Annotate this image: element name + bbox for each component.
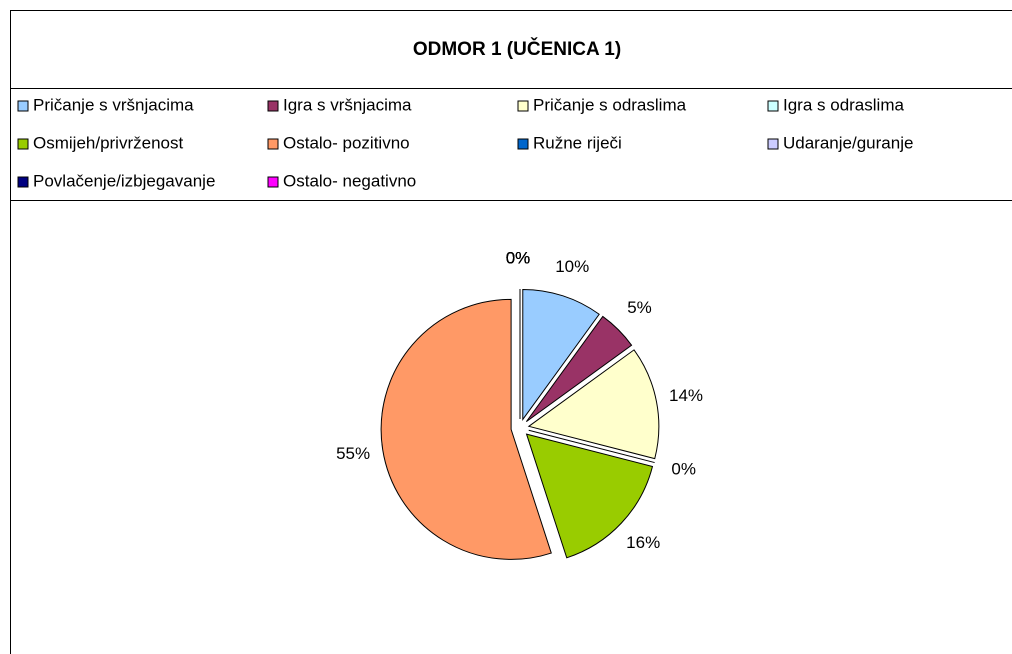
legend-label: Pričanje s odraslima xyxy=(533,95,687,114)
data-label: 0% xyxy=(506,248,531,267)
legend-label: Ružne riječi xyxy=(533,133,622,152)
pie-slice xyxy=(525,315,633,423)
data-label: 55% xyxy=(336,444,370,463)
legend-label: Ostalo- pozitivno xyxy=(283,133,410,152)
pie-slice xyxy=(525,433,654,559)
chart-title: ODMOR 1 (UČENICA 1) xyxy=(413,38,621,60)
data-label: 0% xyxy=(506,248,531,267)
legend-box xyxy=(10,88,1012,201)
pie-slice xyxy=(527,349,660,460)
legend-label: Osmijeh/privrženost xyxy=(33,133,183,152)
legend-label: Povlačenje/izbjegavanje xyxy=(33,171,215,190)
legend-label: Ostalo- negativno xyxy=(283,171,416,190)
data-label: 0% xyxy=(506,248,531,267)
pie-slice xyxy=(522,288,600,421)
legend-swatch xyxy=(517,138,529,150)
data-label: 10% xyxy=(555,257,589,276)
legend-swatch xyxy=(17,138,29,150)
data-label: 14% xyxy=(669,386,703,405)
pie-slice xyxy=(380,298,552,560)
legend-swatch xyxy=(767,138,779,150)
data-label: 0% xyxy=(671,460,696,479)
data-label: 5% xyxy=(627,298,652,317)
legend-swatch xyxy=(267,138,279,150)
legend-swatch xyxy=(267,100,279,112)
legend-label: Pričanje s vršnjacima xyxy=(33,95,194,114)
legend-label: Igra s odraslima xyxy=(783,95,904,114)
legend-swatch xyxy=(267,176,279,188)
data-label: 0% xyxy=(506,248,531,267)
legend-swatch xyxy=(17,100,29,112)
data-label: 16% xyxy=(626,533,660,552)
legend-swatch xyxy=(517,100,529,112)
pie-slice xyxy=(528,429,655,464)
legend-swatch xyxy=(767,100,779,112)
legend-label: Udaranje/guranje xyxy=(783,133,913,152)
legend-label: Igra s vršnjacima xyxy=(283,95,412,114)
legend-swatch xyxy=(17,176,29,188)
